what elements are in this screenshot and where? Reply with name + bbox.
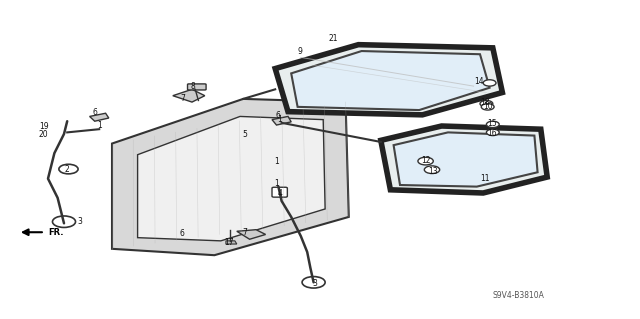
Circle shape [481,104,494,110]
Text: 1: 1 [97,121,102,130]
FancyBboxPatch shape [188,84,206,90]
Text: 2: 2 [65,165,70,174]
Text: 8: 8 [191,82,196,91]
Circle shape [486,129,499,136]
Text: 11: 11 [481,174,490,182]
Polygon shape [237,230,266,239]
Text: 13: 13 [428,167,438,176]
Text: 18: 18 [480,98,489,107]
Circle shape [483,80,496,86]
Text: FR.: FR. [48,228,63,237]
Text: 7: 7 [242,228,247,237]
Circle shape [480,100,493,107]
Text: 6: 6 [276,111,281,120]
Circle shape [424,166,440,174]
Text: 16: 16 [486,129,497,138]
Polygon shape [138,116,325,241]
Polygon shape [291,51,490,110]
Polygon shape [272,116,291,125]
Text: 1: 1 [277,115,282,124]
Polygon shape [112,99,349,255]
Circle shape [59,164,78,174]
Polygon shape [90,113,109,121]
Text: 4: 4 [277,189,282,198]
Circle shape [418,157,433,165]
Polygon shape [173,89,205,102]
Text: 19: 19 [38,122,49,130]
Polygon shape [275,45,502,115]
Polygon shape [381,126,547,193]
Text: 17: 17 [224,238,234,247]
Circle shape [52,216,76,227]
Text: 6: 6 [180,229,185,238]
Text: 6: 6 [92,108,97,117]
Text: 5: 5 [242,130,247,139]
Text: 3: 3 [312,279,317,288]
Circle shape [486,121,499,128]
Text: 14: 14 [474,78,484,86]
Text: 7: 7 [180,94,185,103]
Text: 3: 3 [77,217,83,226]
Polygon shape [226,241,237,244]
Text: 1: 1 [274,179,279,188]
Text: S9V4-B3810A: S9V4-B3810A [493,291,545,300]
Text: 21: 21 [328,34,337,43]
Text: 1: 1 [274,157,279,166]
FancyBboxPatch shape [272,187,287,197]
Text: 12: 12 [421,156,430,165]
Text: 10: 10 [483,102,493,111]
Circle shape [302,277,325,288]
Polygon shape [394,132,538,187]
Text: 20: 20 [38,130,49,139]
Text: 15: 15 [486,119,497,128]
Text: 9: 9 [297,47,302,56]
